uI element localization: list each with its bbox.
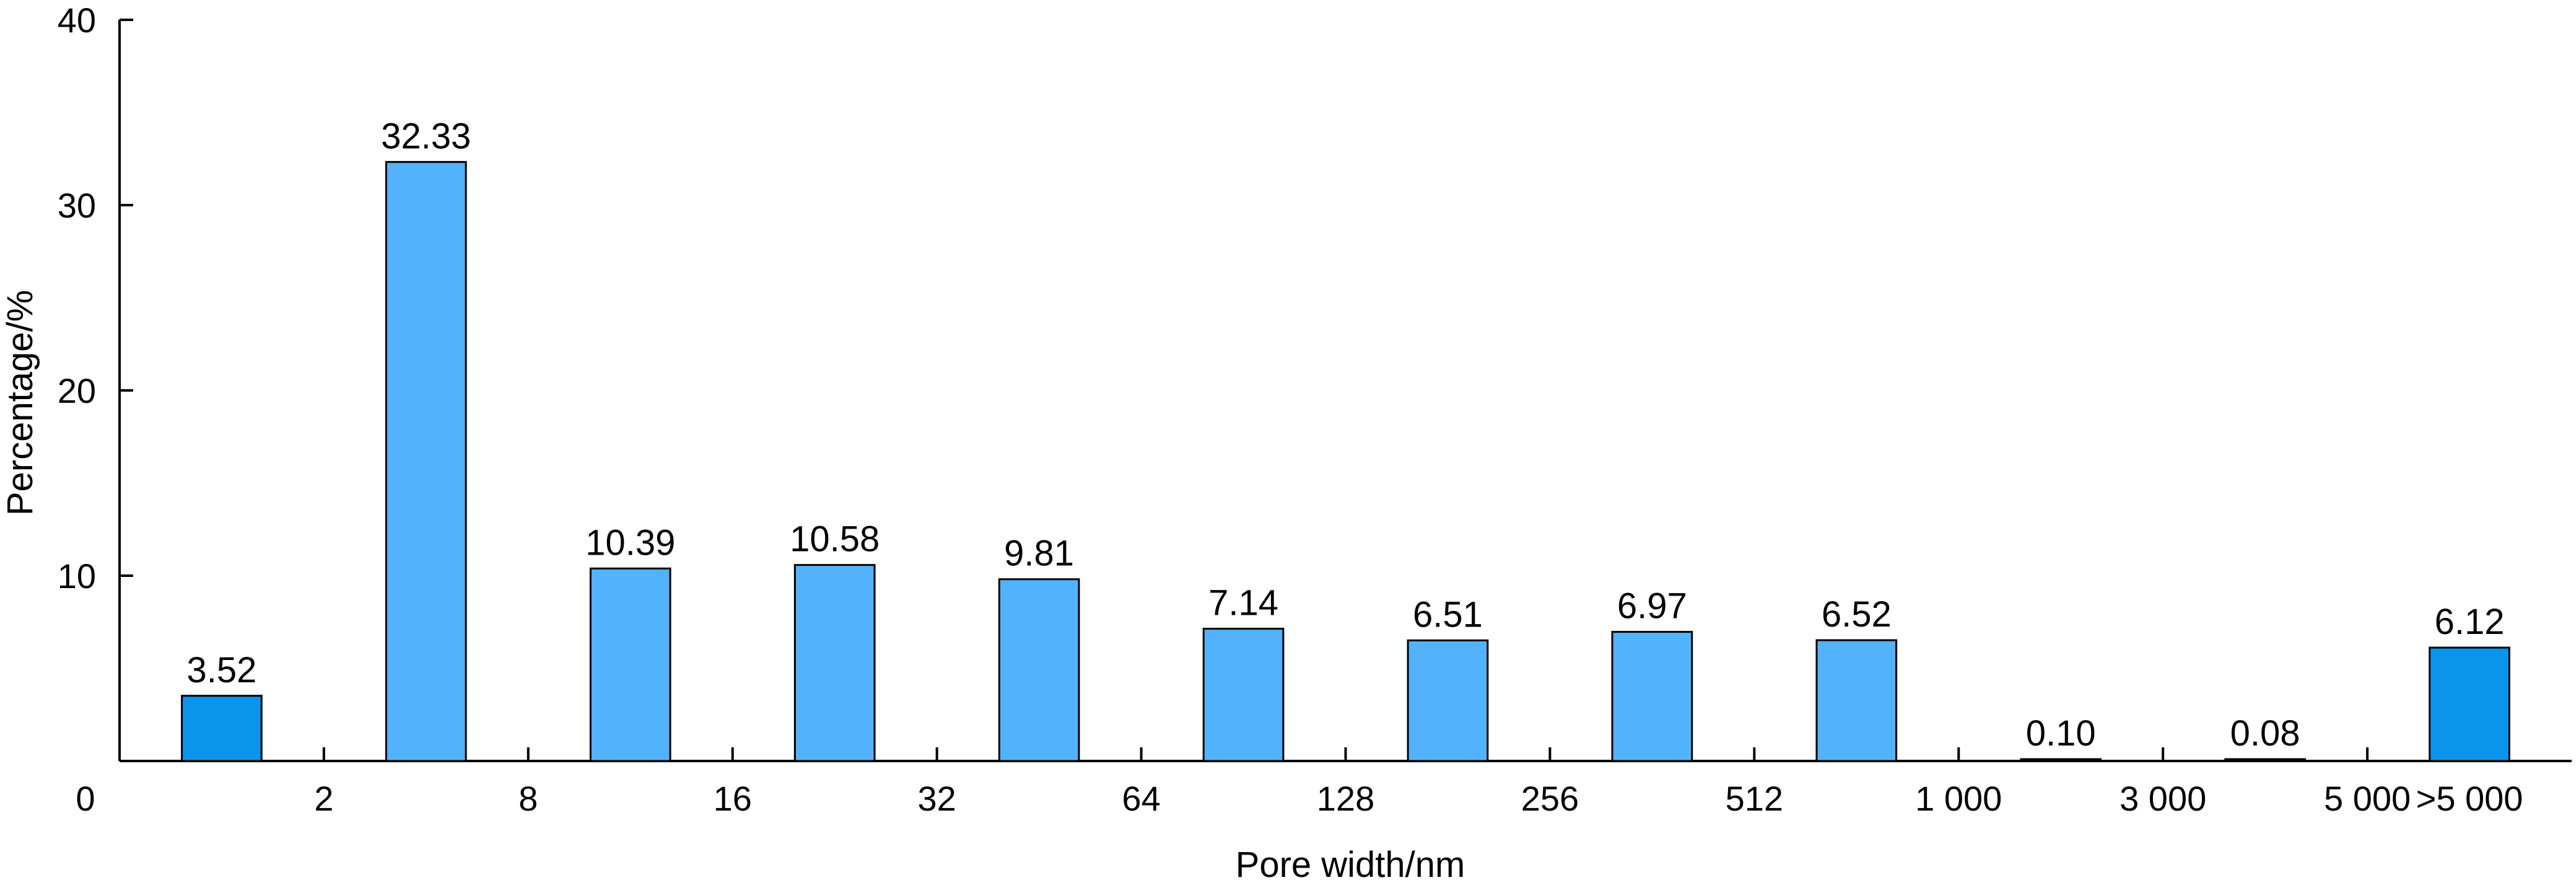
x-origin-label: 0 xyxy=(76,779,95,818)
bar xyxy=(793,564,876,762)
x-tick-label: 256 xyxy=(1521,779,1579,818)
y-axis-title: Percentage/% xyxy=(0,290,40,516)
x-tick-label: 64 xyxy=(1122,779,1160,818)
y-tick-label: 30 xyxy=(58,186,96,225)
bar-value-label: 6.52 xyxy=(1822,594,1892,635)
bar-value-label: 10.39 xyxy=(585,522,675,563)
x-tick-label: 128 xyxy=(1317,779,1374,818)
bar-value-label: 6.97 xyxy=(1617,586,1687,627)
bar xyxy=(2429,646,2510,762)
bar-value-label: 7.14 xyxy=(1208,583,1278,623)
bars xyxy=(181,161,2510,762)
y-tick-label: 10 xyxy=(58,556,96,596)
bar-value-label: 6.12 xyxy=(2435,602,2505,642)
bar-value-label: 0.08 xyxy=(2230,713,2300,754)
bar xyxy=(2224,758,2306,762)
y-tick-label: 20 xyxy=(58,371,96,410)
bar xyxy=(1407,639,1489,762)
x-tick-label: 8 xyxy=(518,779,538,818)
bar-value-label: 3.52 xyxy=(187,650,257,690)
bar xyxy=(385,161,467,762)
x-tick-label: 16 xyxy=(714,779,752,818)
x-axis-title: Pore width/nm xyxy=(1236,845,1465,885)
x-tick-label: 32 xyxy=(918,779,956,818)
x-tick-label: 5 000 xyxy=(2324,779,2411,818)
bar xyxy=(589,567,671,762)
bar xyxy=(181,695,263,762)
x-tick-label: >5 000 xyxy=(2416,779,2523,818)
bar-value-label: 32.33 xyxy=(381,116,471,156)
bar xyxy=(1611,631,1693,762)
bar xyxy=(2020,758,2102,762)
bar-value-label: 9.81 xyxy=(1004,534,1074,574)
bar xyxy=(1202,628,1285,762)
bar-value-label: 0.10 xyxy=(2026,713,2096,754)
x-tick-label: 2 xyxy=(314,779,333,818)
data-labels: 3.52 32.33 10.39 10.58 9.81 7.14 6.51 6.97 6.52 0… xyxy=(187,116,2505,754)
x-tick-label: 1 000 xyxy=(1915,779,2002,818)
bar-value-label: 10.58 xyxy=(790,519,880,560)
bar xyxy=(998,578,1080,762)
x-tick-label: 512 xyxy=(1726,779,1783,818)
bar xyxy=(1815,639,1898,762)
axes: 10 20 30 40 0 2 8 16 32 64 128 256 512 1 000 3 000 5 00… xyxy=(58,1,2572,818)
y-tick-label: 40 xyxy=(58,1,96,40)
x-tick-label: 3 000 xyxy=(2120,779,2206,818)
bar-value-label: 6.51 xyxy=(1413,594,1483,635)
